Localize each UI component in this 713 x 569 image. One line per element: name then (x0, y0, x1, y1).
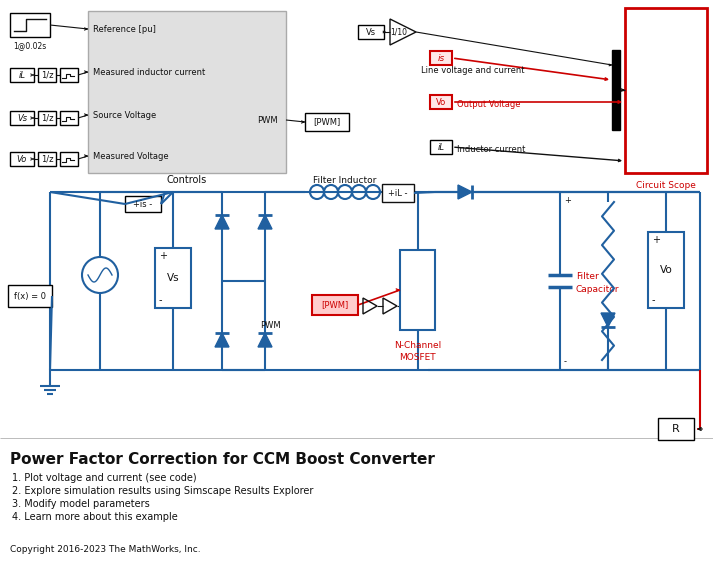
Text: +: + (159, 251, 167, 261)
Text: 1. Plot voltage and current (see code): 1. Plot voltage and current (see code) (12, 473, 197, 483)
Bar (8, 285, 52, 307)
Text: Power Factor Correction for CCM Boost Converter: Power Factor Correction for CCM Boost Co… (10, 452, 435, 468)
Text: Source Voltage: Source Voltage (93, 110, 156, 119)
Text: 1/z: 1/z (41, 71, 53, 80)
Text: Copyright 2016-2023 The MathWorks, Inc.: Copyright 2016-2023 The MathWorks, Inc. (10, 546, 200, 555)
Text: 3. Modify model parameters: 3. Modify model parameters (12, 499, 150, 509)
Text: Vo: Vo (436, 97, 446, 106)
Bar (612, 50, 620, 130)
Text: +: + (564, 196, 571, 204)
Polygon shape (215, 215, 229, 229)
Bar (400, 250, 435, 330)
Text: Output Voltage: Output Voltage (457, 100, 520, 109)
Text: +is -: +is - (133, 200, 153, 208)
Text: R: R (672, 424, 680, 434)
Polygon shape (601, 313, 615, 327)
Text: [PWM]: [PWM] (322, 300, 349, 310)
Text: Capacitor: Capacitor (576, 284, 620, 294)
Text: Circuit Scope: Circuit Scope (636, 180, 696, 189)
Text: 1/z: 1/z (41, 113, 53, 122)
Text: Reference [pu]: Reference [pu] (93, 24, 156, 34)
Text: N-Channel: N-Channel (394, 340, 441, 349)
Bar (88, 11, 286, 173)
Polygon shape (258, 333, 272, 347)
Text: 4. Learn more about this example: 4. Learn more about this example (12, 512, 178, 522)
Bar (658, 418, 694, 440)
Polygon shape (458, 185, 472, 199)
Bar (430, 95, 452, 109)
Bar (648, 232, 684, 308)
Bar (10, 13, 50, 37)
Polygon shape (258, 215, 272, 229)
Text: Filter: Filter (576, 271, 599, 281)
Text: -: - (564, 357, 567, 366)
Bar (38, 68, 56, 82)
Bar (60, 68, 78, 82)
Bar (60, 111, 78, 125)
Bar (125, 196, 161, 212)
Polygon shape (215, 333, 229, 347)
Bar (312, 295, 358, 315)
Bar (430, 51, 452, 65)
Bar (430, 140, 452, 154)
Bar (358, 25, 384, 39)
Text: Vs: Vs (167, 273, 179, 283)
Text: 2. Explore simulation results using Simscape Results Explorer: 2. Explore simulation results using Sims… (12, 486, 314, 496)
Bar (38, 152, 56, 166)
Text: +iL -: +iL - (389, 188, 408, 197)
Bar (60, 152, 78, 166)
Text: Measured inductor current: Measured inductor current (93, 68, 205, 76)
Text: 1/10: 1/10 (391, 27, 408, 36)
Bar (382, 184, 414, 202)
Bar (305, 113, 349, 131)
Text: iL: iL (19, 71, 26, 80)
Text: Inductor current: Inductor current (457, 145, 525, 154)
Text: -: - (652, 295, 655, 305)
Bar (10, 111, 34, 125)
Text: Measured Voltage: Measured Voltage (93, 151, 169, 160)
Text: 1@0.02s: 1@0.02s (14, 41, 46, 50)
Bar (10, 152, 34, 166)
Text: Filter Inductor: Filter Inductor (313, 175, 376, 184)
Bar (10, 68, 34, 82)
Text: iL: iL (438, 142, 444, 151)
Text: PWM: PWM (257, 116, 278, 125)
Text: Vs: Vs (17, 113, 27, 122)
Text: f(x) = 0: f(x) = 0 (14, 291, 46, 300)
Text: PWM: PWM (260, 321, 281, 331)
Text: +: + (652, 235, 660, 245)
Text: -: - (159, 295, 163, 305)
Text: [PWM]: [PWM] (314, 118, 341, 126)
Text: is: is (437, 53, 445, 63)
Text: Vo: Vo (660, 265, 672, 275)
Text: Vs: Vs (366, 27, 376, 36)
Text: 1/z: 1/z (41, 155, 53, 163)
Bar (625, 8, 707, 173)
Text: Line voltage and current: Line voltage and current (421, 65, 525, 75)
Text: MOSFET: MOSFET (399, 353, 436, 362)
Text: Vo: Vo (17, 155, 27, 163)
Bar (38, 111, 56, 125)
Bar (155, 248, 191, 308)
Text: Controls: Controls (167, 175, 207, 185)
